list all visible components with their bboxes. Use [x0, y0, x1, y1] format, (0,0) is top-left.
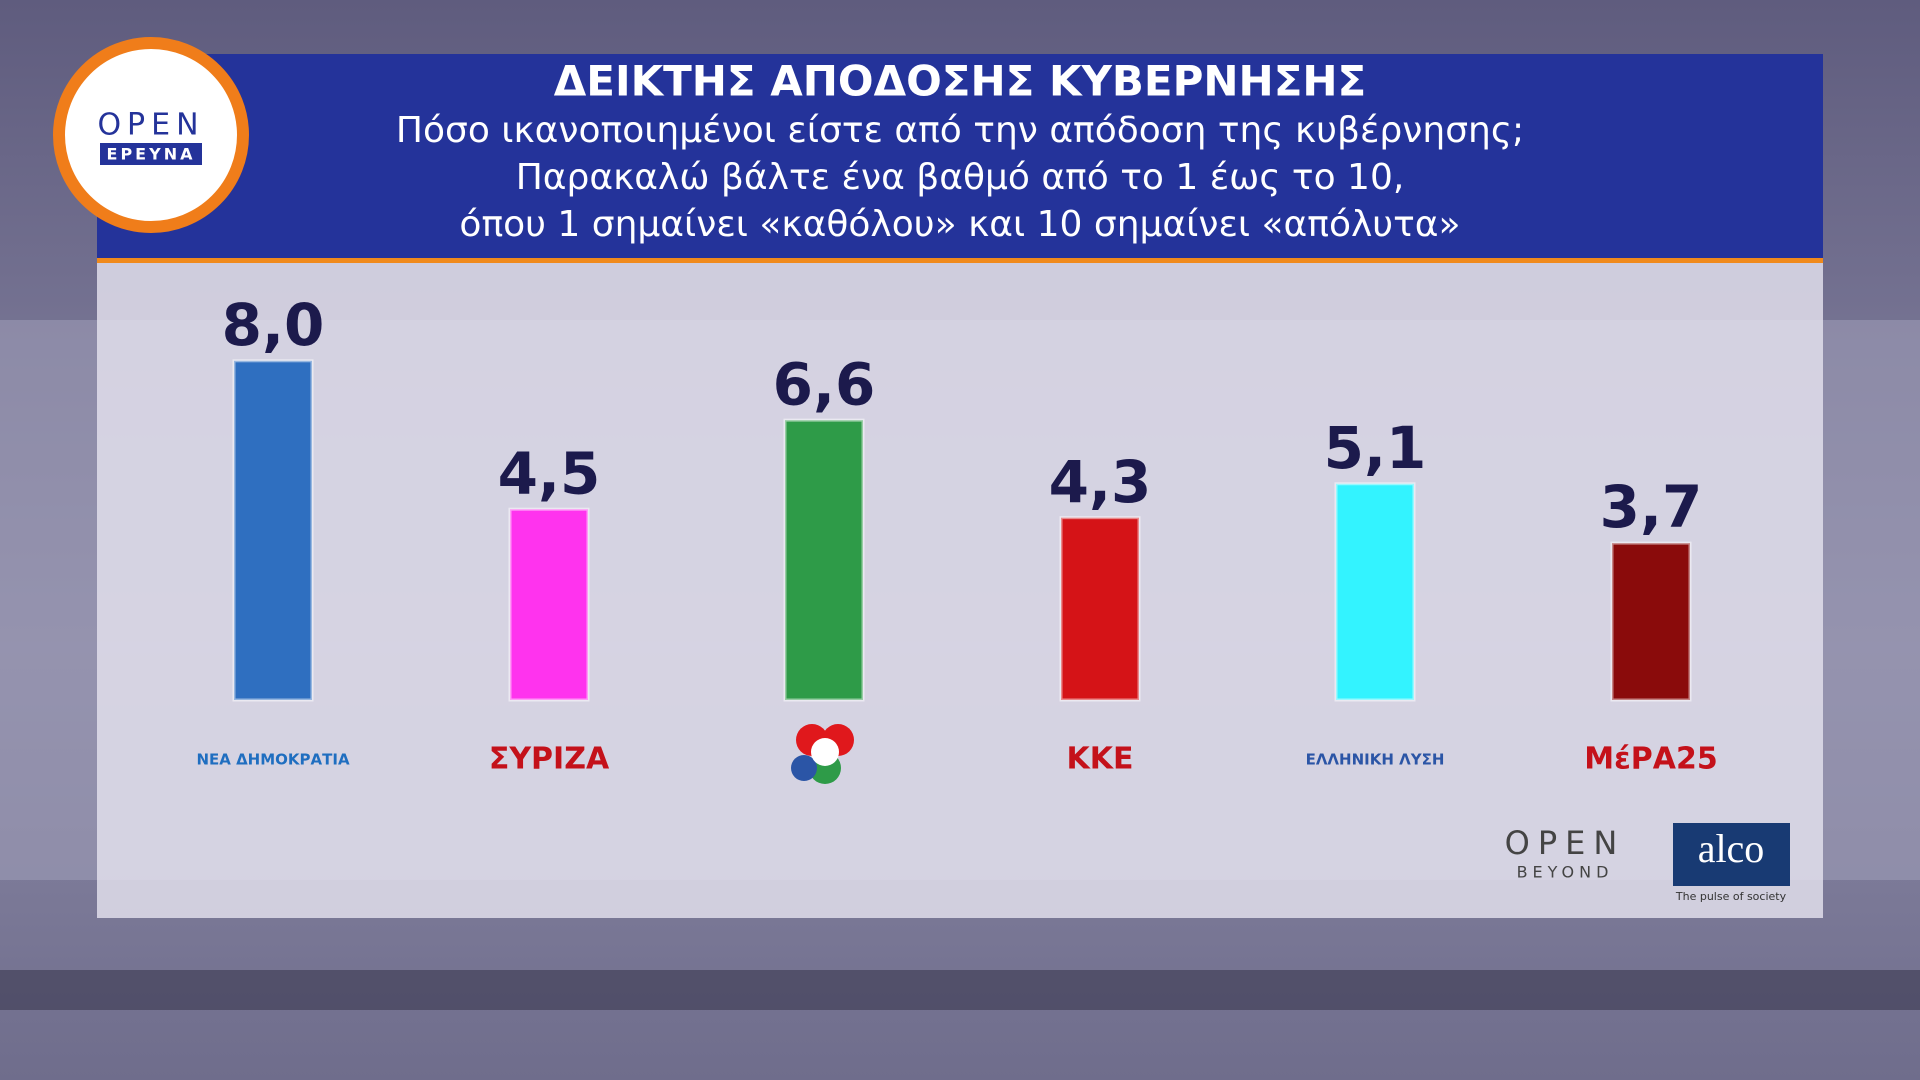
category-label: ΚΚΕ — [1067, 742, 1134, 777]
footer-logos: OPEN BEYOND alco The pulse of society — [1505, 823, 1790, 903]
bar — [232, 359, 314, 702]
logo-text: OPEN — [1505, 824, 1626, 862]
value-label: 4,5 — [498, 439, 601, 507]
pasok-logo — [791, 724, 854, 784]
header-rule — [97, 258, 1823, 263]
category-label: ΕΛΛΗΝΙΚΗ ΛΥΣΗ — [1306, 751, 1445, 769]
category-label: ΜέΡΑ25 — [1584, 742, 1718, 777]
subtitle: όπου 1 σημαίνει «καθόλου» και 10 σημαίνε… — [459, 204, 1460, 245]
category-label: ΝΕΑ ΔΗΜΟΚΡΑΤΙΑ — [196, 751, 350, 769]
bar — [1334, 482, 1416, 702]
bar — [783, 418, 865, 702]
logo-text: alco — [1698, 826, 1765, 871]
value-label: 3,7 — [1600, 473, 1703, 541]
header — [97, 54, 1823, 260]
subtitle: Πόσο ικανοποιημένοι είστε από την απόδοσ… — [396, 110, 1524, 151]
logo-band — [100, 143, 202, 165]
value-label: 4,3 — [1049, 448, 1152, 516]
category-label: ΣΥΡΙΖΑ — [489, 742, 610, 777]
value-label: 5,1 — [1324, 414, 1427, 482]
subtitle: Παρακαλώ βάλτε ένα βαθμό από το 1 έως το… — [516, 157, 1405, 198]
bar — [1610, 541, 1692, 702]
logo-text: The pulse of society — [1675, 890, 1787, 903]
alco-box — [1673, 823, 1790, 886]
logo-ring — [53, 37, 249, 233]
open-logo: OPEN ΕΡΕΥΝΑ — [53, 37, 249, 233]
value-label: 6,6 — [773, 350, 876, 418]
value-label: 8,0 — [222, 291, 325, 359]
chart-title: ΔΕΙΚΤΗΣ ΑΠΟΔΟΣΗΣ ΚΥΒΕΡΝΗΣΗΣ — [554, 57, 1366, 106]
bar — [508, 507, 590, 702]
logo-text: BEYOND — [1517, 863, 1614, 882]
logo-text: OPEN — [97, 108, 204, 143]
bar — [1059, 516, 1141, 702]
logo-text: ΕΡΕΥΝΑ — [107, 145, 196, 164]
